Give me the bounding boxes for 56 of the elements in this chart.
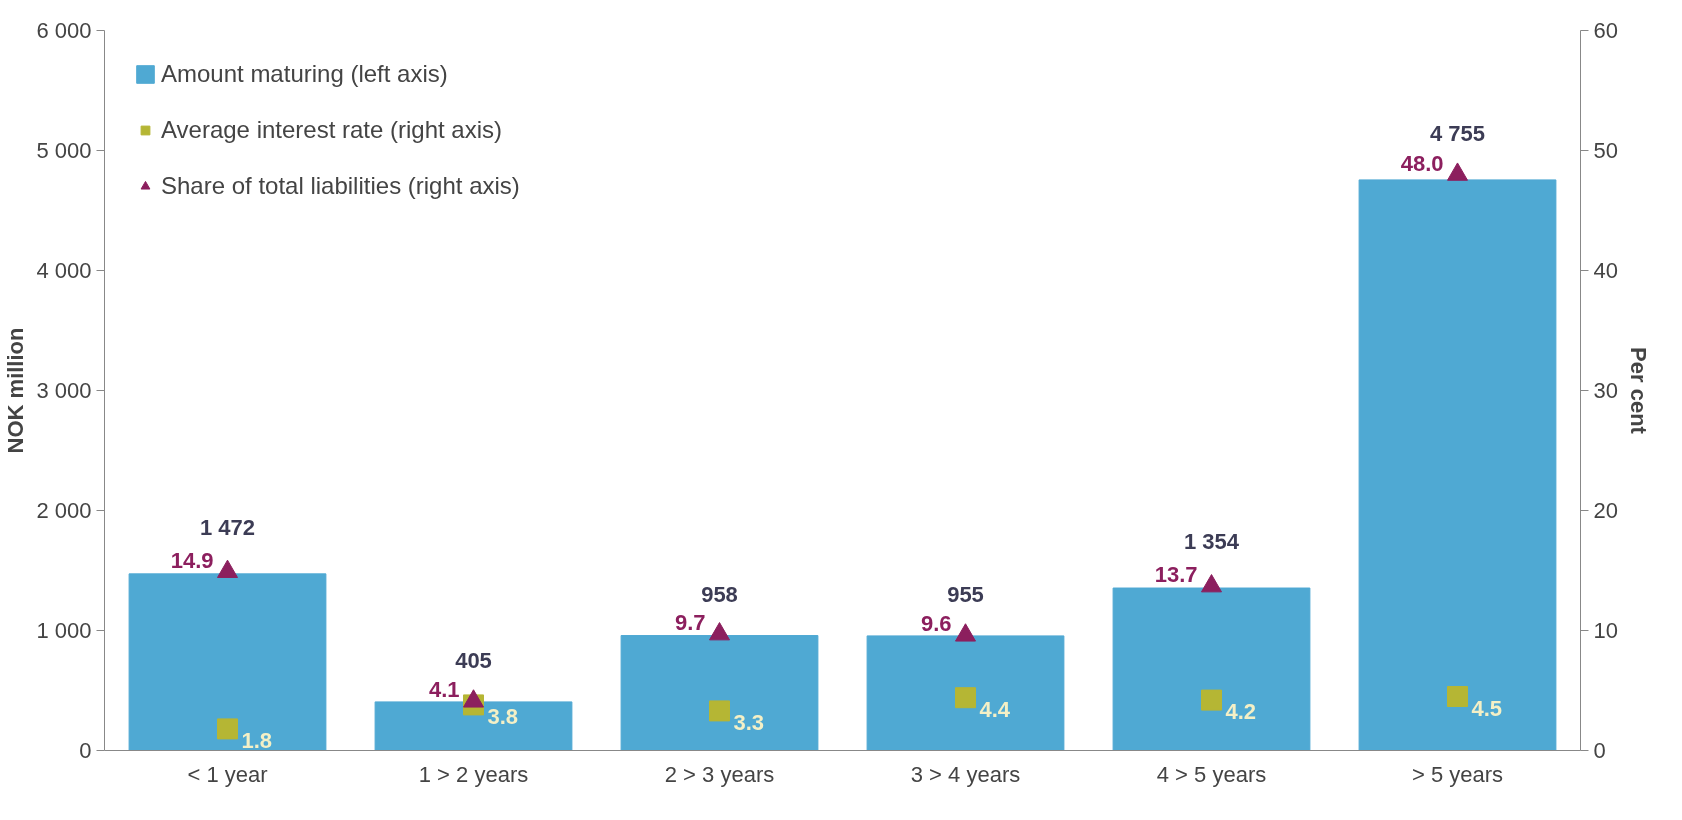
bar [866, 635, 1065, 751]
y2-axis-title: Per cent [1625, 347, 1651, 435]
y2-tick-label: 50 [1593, 138, 1618, 163]
data-label: 4.5 [1471, 695, 1503, 721]
legend-label: Average interest rate (right axis) [161, 116, 503, 144]
data-label: 958 [701, 581, 738, 607]
data-label: 14.9 [170, 547, 214, 573]
data-label: 1 354 [1183, 529, 1240, 555]
bar [128, 573, 327, 751]
x-tick-label: > 5 years [1411, 761, 1504, 787]
y2-tick-label: 30 [1593, 378, 1618, 403]
y-tick-label: 2 000 [36, 498, 92, 523]
data-label: 1 472 [199, 514, 256, 540]
x-tick-label: < 1 year [187, 761, 268, 787]
point [1201, 574, 1222, 593]
data-label: 405 [455, 647, 492, 673]
y-tick-label: 5 000 [36, 138, 92, 163]
data-label: 3.8 [487, 703, 519, 729]
y-axis-title: NOK million [3, 327, 29, 454]
y-tick-label: 4 000 [36, 258, 92, 283]
bar [374, 701, 573, 751]
data-label: 4.4 [979, 696, 1011, 722]
legend-label: Amount maturing (left axis) [161, 60, 448, 88]
data-label: 48.0 [1400, 150, 1444, 176]
y2-tick-label: 60 [1593, 18, 1618, 43]
data-label: 3.3 [733, 709, 765, 735]
y-tick-label: 1 000 [36, 618, 92, 643]
x-tick-label: 4 > 5 years [1156, 761, 1267, 787]
y2-tick-label: 0 [1593, 738, 1606, 763]
y-tick-label: 6 000 [36, 18, 92, 43]
point [1447, 686, 1468, 707]
bar [620, 635, 819, 751]
point [1201, 689, 1222, 711]
y2-tick-label: 20 [1593, 498, 1618, 523]
point [217, 718, 238, 740]
x-tick-label: 3 > 4 years [910, 761, 1021, 787]
data-label: 13.7 [1154, 562, 1198, 588]
bar [1358, 179, 1557, 751]
y2-tick-label: 10 [1593, 618, 1618, 643]
data-label: 4 755 [1429, 120, 1486, 146]
point [955, 687, 976, 709]
y-tick-label: 3 000 [36, 378, 92, 403]
data-label: 4.1 [428, 677, 460, 703]
point [1447, 162, 1468, 181]
y-tick-label: 0 [79, 738, 92, 763]
x-tick-label: 2 > 3 years [664, 761, 775, 787]
data-label: 955 [947, 581, 984, 607]
legend-label: Share of total liabilities (right axis) [161, 172, 520, 200]
bar [1112, 587, 1311, 751]
data-label: 9.7 [674, 610, 706, 636]
x-tick-label: 1 > 2 years [418, 761, 529, 787]
data-label: 9.6 [920, 611, 952, 637]
y2-tick-label: 40 [1593, 258, 1618, 283]
point [709, 700, 730, 722]
data-label: 1.8 [241, 727, 273, 753]
data-label: 4.2 [1225, 699, 1257, 725]
